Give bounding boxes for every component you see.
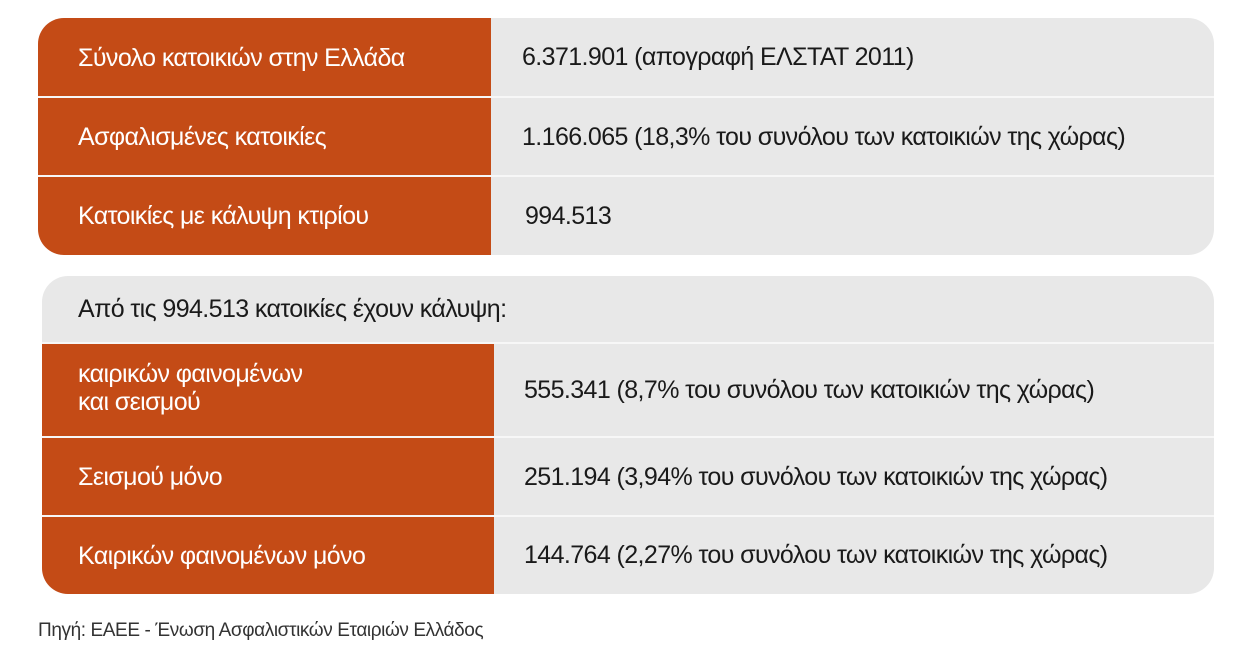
row-value: 1.166.065 (18,3% του συνόλου των κατοικι… (522, 122, 1126, 151)
row-divider (42, 515, 1214, 517)
row-divider (38, 96, 1214, 98)
table-row-building-coverage: Κατοικίες με κάλυψη κτιρίου 994.513 (38, 177, 1214, 255)
row-label-line2: και σεισμού (78, 388, 201, 416)
row-label: καιρικών φαινομένων και σεισμού (42, 344, 494, 436)
row-label-line1: καιρικών φαινομένων (78, 360, 303, 388)
row-divider (42, 342, 1214, 344)
row-label: Κατοικίες με κάλυψη κτιρίου (38, 177, 491, 255)
row-value: 251.194 (3,94% του συνόλου των κατοικιών… (524, 462, 1108, 491)
table-row-weather-and-earthquake: καιρικών φαινομένων και σεισμού 555.341 … (42, 344, 1214, 436)
table-row-insured-homes: Ασφαλισμένες κατοικίες 1.166.065 (18,3% … (38, 98, 1214, 176)
source-caption: Πηγή: ΕΑΕΕ - Ένωση Ασφαλιστικών Εταιριών… (38, 620, 484, 641)
row-label: Καιρικών φαινομένων μόνο (42, 517, 494, 594)
table-row-total-homes: Σύνολο κατοικιών στην Ελλάδα 6.371.901 (… (38, 18, 1214, 97)
table-row-weather-only: Καιρικών φαινομένων μόνο 144.764 (2,27% … (42, 517, 1214, 594)
row-value: 994.513 (525, 201, 612, 230)
row-value: 144.764 (2,27% του συνόλου των κατοικιών… (524, 541, 1108, 569)
coverage-table: Από τις 994.513 κατοικίες έχουν κάλυψη: … (42, 276, 1214, 594)
row-label: Σεισμού μόνο (42, 438, 494, 516)
table-row-earthquake-only: Σεισμού μόνο 251.194 (3,94% του συνόλου … (42, 438, 1214, 516)
coverage-table-header: Από τις 994.513 κατοικίες έχουν κάλυψη: (78, 294, 507, 323)
row-value: 555.341 (8,7% του συνόλου των κατοικιών … (524, 375, 1095, 404)
summary-table: Σύνολο κατοικιών στην Ελλάδα 6.371.901 (… (38, 18, 1214, 255)
row-label: Σύνολο κατοικιών στην Ελλάδα (38, 18, 491, 97)
row-divider (42, 436, 1214, 438)
row-label: Ασφαλισμένες κατοικίες (38, 98, 491, 176)
row-divider (38, 175, 1214, 177)
row-value: 6.371.901 (απογραφή ΕΛΣΤΑΤ 2011) (522, 43, 914, 71)
